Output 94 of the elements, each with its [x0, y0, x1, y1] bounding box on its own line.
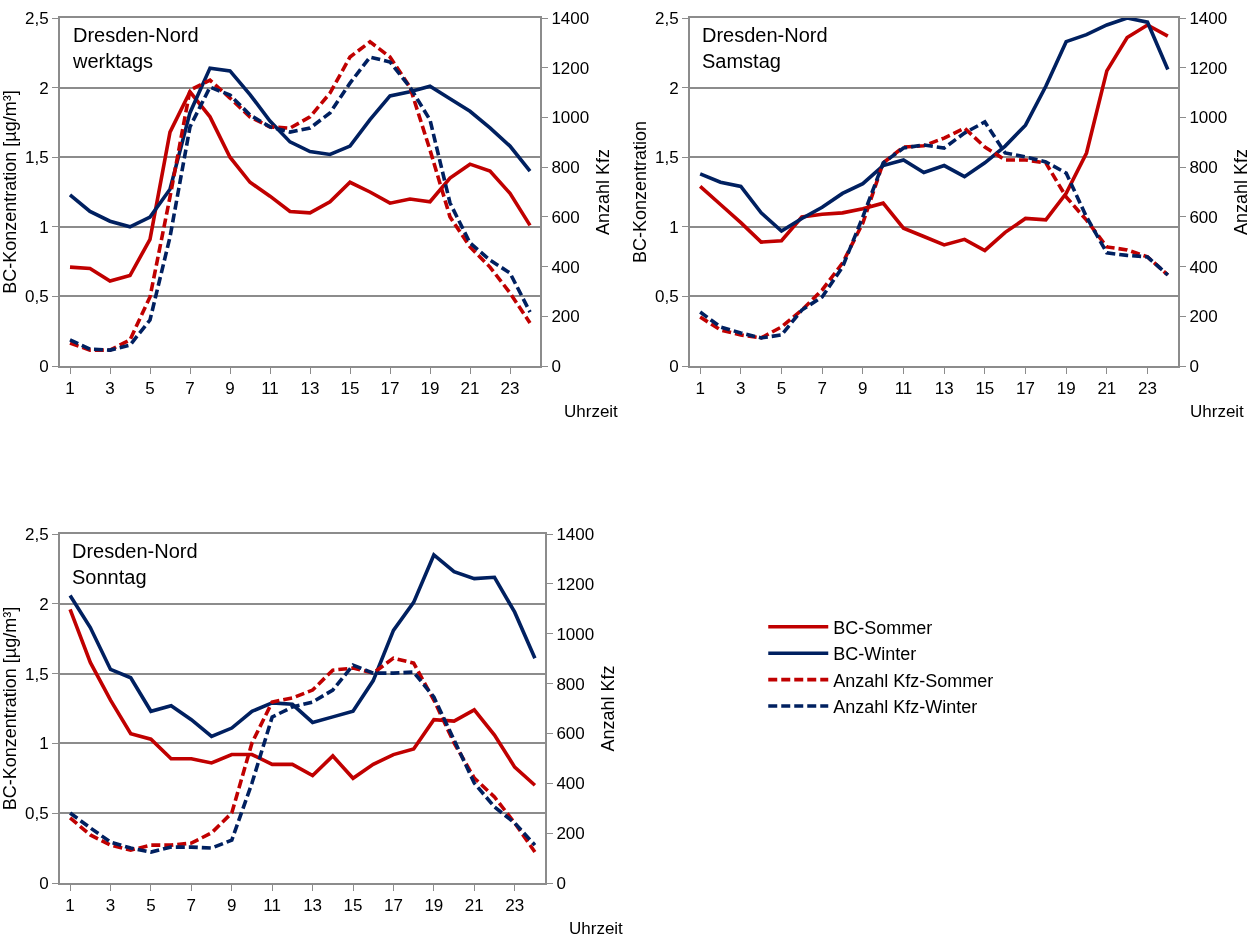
- y2-tick-label: 200: [1189, 307, 1218, 327]
- y-tick-label: 2: [39, 594, 49, 614]
- y-tick-label: 1,5: [24, 664, 49, 684]
- y2-tick-label: 0: [1189, 356, 1199, 376]
- y2-tick-label: 800: [551, 158, 580, 178]
- x-tick-label: 7: [817, 379, 827, 399]
- x-tick-label: 5: [776, 379, 787, 399]
- x-tick-label: 13: [300, 379, 320, 399]
- x-tick-label: 7: [186, 896, 197, 916]
- y-tick-label: 2: [669, 78, 679, 98]
- y-tick-label: 0: [39, 873, 49, 893]
- y-tick-label: 0,5: [24, 287, 49, 307]
- y-tick-label: 2,5: [24, 8, 49, 28]
- x-tick-label: 1: [695, 379, 705, 399]
- x-axis-title: Uhrzeit: [564, 402, 619, 421]
- y2-tick-label: 600: [1189, 207, 1218, 227]
- text: Dresden-Nord Samstag: [702, 24, 828, 72]
- x-tick-label: 19: [424, 896, 444, 916]
- legend-label: Anzahl Kfz-Sommer: [833, 670, 994, 691]
- y-tick-label: 0,5: [24, 804, 49, 824]
- x-tick-label: 13: [303, 896, 323, 916]
- x-tick-label: 19: [420, 379, 440, 399]
- y-tick-label: 1: [39, 734, 49, 754]
- y2-tick-label: 400: [556, 774, 585, 794]
- x-tick-label: 23: [1138, 379, 1157, 399]
- y-axis-title: BC-Konzentration: [630, 120, 650, 264]
- x-tick-label: 5: [145, 379, 155, 399]
- x-tick-label: 21: [460, 379, 480, 399]
- y2-tick-label: 200: [551, 307, 580, 327]
- y2-tick-label: 1400: [1189, 8, 1228, 28]
- x-tick-label: 3: [105, 379, 115, 399]
- y2-tick-label: 1000: [551, 108, 590, 128]
- legend-label: BC-Sommer: [833, 617, 933, 638]
- y2-axis-title: Anzahl Kfz: [597, 665, 618, 752]
- y-tick-label: 1,5: [654, 148, 679, 168]
- y-tick-label: 1: [39, 217, 49, 237]
- x-axis-title: Uhrzeit: [569, 919, 624, 938]
- x-tick-label: 21: [1097, 379, 1117, 399]
- y-tick-label: 1,5: [24, 148, 49, 168]
- legend-label: BC-Winter: [833, 644, 917, 665]
- y-tick-label: 2,5: [24, 524, 49, 544]
- y2-tick-label: 400: [551, 257, 580, 277]
- y-tick-label: 0: [669, 356, 679, 376]
- x-tick-label: 11: [261, 379, 279, 399]
- y-tick-label: 2,5: [654, 8, 679, 28]
- y2-tick-label: 1200: [1189, 58, 1228, 78]
- x-tick-label: 9: [225, 379, 235, 399]
- x-tick-label: 23: [500, 379, 520, 399]
- x-tick-label: 9: [227, 896, 237, 916]
- x-tick-label: 15: [343, 896, 363, 916]
- y2-tick-label: 1000: [1189, 108, 1228, 128]
- x-tick-label: 15: [340, 379, 360, 399]
- y2-tick-label: 1000: [556, 624, 595, 644]
- x-tick-label: 13: [934, 379, 954, 399]
- y-axis-title: BC-Konzentration [µg/m³]: [0, 606, 20, 811]
- x-tick-label: 11: [263, 896, 282, 916]
- y-tick-label: 0: [39, 356, 49, 376]
- x-tick-label: 1: [65, 896, 75, 916]
- y2-axis-title: Anzahl Kfz: [1230, 148, 1251, 236]
- y2-tick-label: 1400: [551, 8, 590, 28]
- text: Dresden-Nord Sonntag: [72, 540, 198, 588]
- y2-tick-label: 0: [551, 356, 561, 376]
- x-tick-label: 5: [146, 896, 156, 916]
- y-tick-label: 0,5: [654, 287, 679, 307]
- x-tick-label: 17: [1016, 379, 1035, 399]
- x-tick-label: 1: [65, 379, 75, 399]
- y-axis-title: BC-Konzentration [µg/m³]: [0, 90, 20, 294]
- x-tick-label: 21: [464, 896, 484, 916]
- legend-label: Anzahl Kfz-Winter: [833, 697, 978, 718]
- y2-tick-label: 800: [1189, 158, 1218, 178]
- x-tick-label: 15: [975, 379, 995, 399]
- y2-tick-label: 200: [556, 824, 585, 844]
- x-tick-label: 23: [505, 896, 525, 916]
- x-tick-label: 17: [380, 379, 400, 399]
- y2-axis-title: Anzahl Kfz: [592, 148, 613, 236]
- x-tick-label: 3: [105, 896, 116, 916]
- text: Dresden-Nord werktags: [72, 24, 199, 72]
- x-tick-label: 3: [736, 379, 746, 399]
- y2-tick-label: 600: [556, 724, 585, 744]
- y2-tick-label: 600: [551, 207, 580, 227]
- x-tick-label: 19: [1056, 379, 1076, 399]
- y2-tick-label: 0: [556, 873, 566, 893]
- x-tick-label: 17: [383, 896, 403, 916]
- y2-tick-label: 400: [1189, 257, 1218, 277]
- x-tick-label: 7: [185, 379, 195, 399]
- y-tick-label: 1: [669, 217, 679, 237]
- y2-tick-label: 1200: [551, 58, 590, 78]
- x-axis-title: Uhrzeit: [1190, 402, 1245, 421]
- y2-tick-label: 1400: [556, 524, 595, 544]
- y2-tick-label: 800: [556, 674, 585, 694]
- y2-tick-label: 1200: [556, 574, 595, 594]
- x-tick-label: 11: [894, 379, 913, 399]
- x-tick-label: 9: [858, 379, 868, 399]
- y-tick-label: 2: [39, 78, 49, 98]
